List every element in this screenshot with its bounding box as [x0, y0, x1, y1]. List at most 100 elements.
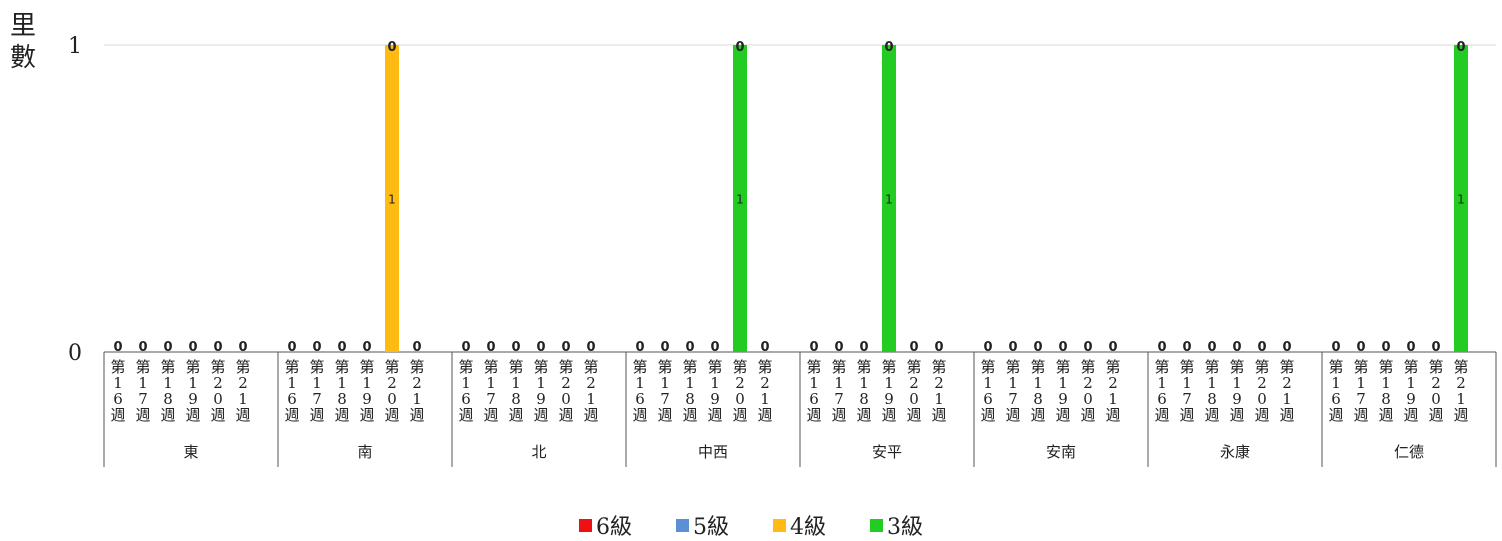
- week-tick-label: 週: [1055, 406, 1070, 424]
- week-tick-label: 第: [508, 358, 523, 376]
- week-tick-label: 2: [1083, 374, 1093, 392]
- bar-total-label: 0: [138, 340, 147, 355]
- bar-total-label: 0: [859, 340, 868, 355]
- week-tick-label: 1: [138, 374, 148, 392]
- week-tick-label: 2: [1257, 374, 1267, 392]
- week-tick-label: 第: [1428, 358, 1443, 376]
- week-tick-label: 7: [834, 390, 844, 408]
- week-tick-label: 2: [1456, 374, 1466, 392]
- week-tick-label: 2: [238, 374, 248, 392]
- week-tick-label: 1: [635, 374, 645, 392]
- bar-total-label: 0: [1331, 340, 1340, 355]
- week-tick-label: 第: [384, 358, 399, 376]
- week-tick-label: 週: [757, 406, 772, 424]
- bar-total-label: 0: [1083, 340, 1092, 355]
- bar-total-label: 0: [362, 340, 371, 355]
- week-tick-label: 第: [906, 358, 921, 376]
- district-label: 中西: [698, 443, 728, 461]
- bar-total-label: 0: [387, 40, 396, 55]
- week-tick-label: 6: [1331, 390, 1341, 408]
- week-tick-label: 1: [238, 390, 248, 408]
- week-tick-label: 週: [806, 406, 821, 424]
- week-tick-label: 週: [583, 406, 598, 424]
- bar-total-label: 0: [1008, 340, 1017, 355]
- week-tick-label: 9: [536, 390, 546, 408]
- week-tick-label: 週: [458, 406, 473, 424]
- week-tick-label: 第: [757, 358, 772, 376]
- week-tick-label: 第: [583, 358, 598, 376]
- week-tick-label: 1: [312, 374, 322, 392]
- week-tick-label: 週: [1229, 406, 1244, 424]
- week-tick-label: 第: [1279, 358, 1294, 376]
- week-tick-label: 週: [409, 406, 424, 424]
- bar-segment: [1454, 45, 1468, 352]
- week-tick-label: 6: [113, 390, 123, 408]
- district-label: 安南: [1046, 443, 1076, 461]
- week-tick-label: 週: [980, 406, 995, 424]
- week-tick-label: 第: [1328, 358, 1343, 376]
- y-tick-label: 0: [68, 341, 82, 366]
- week-tick-label: 9: [884, 390, 894, 408]
- district-label: 安平: [872, 443, 902, 461]
- week-tick-label: 8: [163, 390, 173, 408]
- week-tick-label: 週: [1179, 406, 1194, 424]
- week-tick-label: 週: [856, 406, 871, 424]
- week-tick-label: 週: [359, 406, 374, 424]
- bar-total-label: 0: [710, 340, 719, 355]
- week-tick-label: 第: [110, 358, 125, 376]
- week-tick-label: 週: [210, 406, 225, 424]
- week-tick-label: 週: [558, 406, 573, 424]
- week-tick-label: 2: [760, 374, 770, 392]
- week-tick-label: 1: [362, 374, 372, 392]
- week-tick-label: 1: [760, 390, 770, 408]
- week-tick-label: 2: [561, 374, 571, 392]
- week-tick-label: 6: [461, 390, 471, 408]
- week-tick-label: 第: [682, 358, 697, 376]
- chart-legend: 6級 5級 4級 3級: [0, 510, 1502, 540]
- week-tick-label: 7: [486, 390, 496, 408]
- week-tick-label: 週: [309, 406, 324, 424]
- week-tick-label: 第: [732, 358, 747, 376]
- bar-total-label: 0: [113, 340, 122, 355]
- week-tick-label: 第: [135, 358, 150, 376]
- district-label: 仁德: [1394, 443, 1424, 461]
- week-tick-label: 9: [362, 390, 372, 408]
- week-tick-label: 第: [483, 358, 498, 376]
- week-tick-label: 週: [533, 406, 548, 424]
- legend-item-6: 6級: [579, 510, 632, 540]
- week-tick-label: 0: [213, 390, 223, 408]
- week-tick-label: 第: [1179, 358, 1194, 376]
- week-tick-label: 週: [1378, 406, 1393, 424]
- week-tick-label: 7: [1008, 390, 1018, 408]
- week-tick-label: 2: [1431, 374, 1441, 392]
- week-tick-label: 6: [809, 390, 819, 408]
- week-tick-label: 9: [1232, 390, 1242, 408]
- week-tick-label: 1: [685, 374, 695, 392]
- week-tick-label: 週: [1254, 406, 1269, 424]
- week-tick-label: 週: [1105, 406, 1120, 424]
- week-tick-label: 第: [980, 358, 995, 376]
- week-tick-label: 第: [831, 358, 846, 376]
- week-tick-label: 1: [809, 374, 819, 392]
- week-tick-label: 第: [632, 358, 647, 376]
- week-tick-label: 週: [1428, 406, 1443, 424]
- week-tick-label: 第: [657, 358, 672, 376]
- week-tick-label: 第: [558, 358, 573, 376]
- bar-total-label: 0: [1232, 340, 1241, 355]
- week-tick-label: 1: [1207, 374, 1217, 392]
- week-tick-label: 1: [461, 374, 471, 392]
- week-tick-label: 週: [1403, 406, 1418, 424]
- week-tick-label: 2: [909, 374, 919, 392]
- bar-segment: [733, 45, 747, 352]
- week-tick-label: 第: [707, 358, 722, 376]
- bar-total-label: 0: [1257, 340, 1266, 355]
- week-tick-label: 第: [284, 358, 299, 376]
- week-tick-label: 週: [110, 406, 125, 424]
- bar-total-label: 0: [561, 340, 570, 355]
- week-tick-label: 1: [1182, 374, 1192, 392]
- legend-swatch-3: [870, 518, 883, 532]
- week-tick-label: 6: [635, 390, 645, 408]
- legend-label-3: 3級: [887, 515, 923, 540]
- week-tick-label: 7: [660, 390, 670, 408]
- week-tick-label: 第: [1403, 358, 1418, 376]
